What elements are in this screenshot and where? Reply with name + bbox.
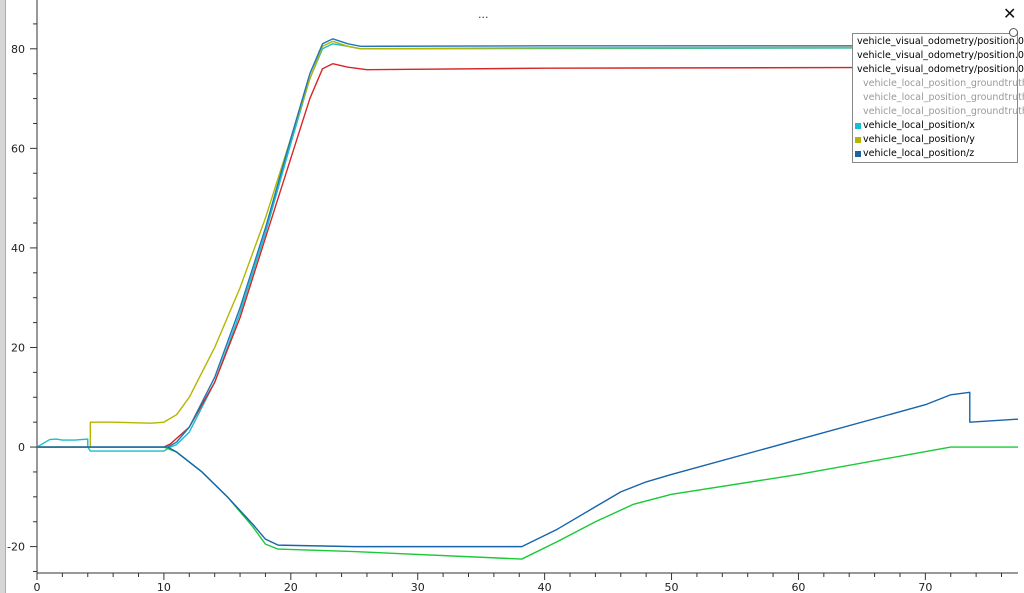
legend-item[interactable]: vehicle_local_position_groundtruth/x	[853, 77, 1024, 91]
x-tick-label: 40	[538, 581, 552, 593]
y-tick-label: 40	[11, 242, 25, 255]
legend-label: vehicle_visual_odometry/position.00	[857, 36, 1024, 47]
x-tick-label: 50	[665, 581, 679, 593]
legend-item[interactable]: vehicle_local_position_groundtruth/y	[853, 91, 1024, 105]
legend-swatch	[855, 123, 861, 129]
series-line-vehicle-local-position-y	[37, 40, 1019, 448]
legend-item[interactable]: vehicle_local_position/z	[853, 147, 1017, 161]
series-line-vehicle-local-position-x	[36, 43, 1019, 452]
x-tick-label: 30	[411, 581, 425, 593]
legend-label: vehicle_local_position/z	[863, 148, 975, 159]
x-tick-label: 60	[791, 581, 805, 593]
legend-item[interactable]: vehicle_visual_odometry/position.01	[853, 49, 1024, 63]
series-line-vehicle-local-position-z	[37, 391, 1019, 548]
series-line-vehicle-visual-odometry-position-01	[37, 63, 1019, 448]
y-tick-label: -20	[7, 541, 25, 554]
legend-item[interactable]: vehicle_local_position/x	[853, 119, 1017, 133]
x-tick-label: 0	[34, 581, 41, 593]
legend-label: vehicle_local_position_groundtruth/z	[863, 106, 1024, 117]
y-tick-label: 20	[11, 341, 25, 354]
series-line-vehicle-visual-odometry-position-00	[37, 38, 1018, 448]
x-tick-label: 70	[918, 581, 932, 593]
legend-item[interactable]: vehicle_local_position/y	[853, 133, 1017, 147]
left-panel-edge[interactable]	[0, 0, 6, 593]
legend-label: vehicle_local_position_groundtruth/x	[863, 78, 1024, 89]
y-tick-label: 60	[11, 142, 25, 155]
y-tick-label: 0	[18, 441, 25, 454]
x-tick-label: 20	[284, 581, 298, 593]
series-line-vehicle-visual-odometry-position-02	[37, 446, 1018, 560]
legend-label: vehicle_visual_odometry/position.01	[857, 50, 1024, 61]
close-icon[interactable]: ✕	[1003, 4, 1017, 23]
legend-item[interactable]: vehicle_local_position_groundtruth/z	[853, 105, 1024, 119]
window-title: ...	[478, 8, 489, 21]
y-tick-label: 80	[11, 43, 25, 56]
legend-resize-handle[interactable]	[1009, 28, 1018, 37]
legend-label: vehicle_local_position/x	[863, 120, 975, 131]
x-tick-label: 10	[157, 581, 171, 593]
legend-swatch	[855, 137, 861, 143]
legend-item[interactable]: vehicle_visual_odometry/position.00	[853, 35, 1024, 49]
legend-swatch	[855, 151, 861, 157]
legend-label: vehicle_local_position/y	[863, 134, 975, 145]
legend-label: vehicle_local_position_groundtruth/y	[863, 92, 1024, 103]
legend-label: vehicle_visual_odometry/position.02	[857, 64, 1024, 75]
legend-item[interactable]: vehicle_visual_odometry/position.02	[853, 63, 1024, 77]
